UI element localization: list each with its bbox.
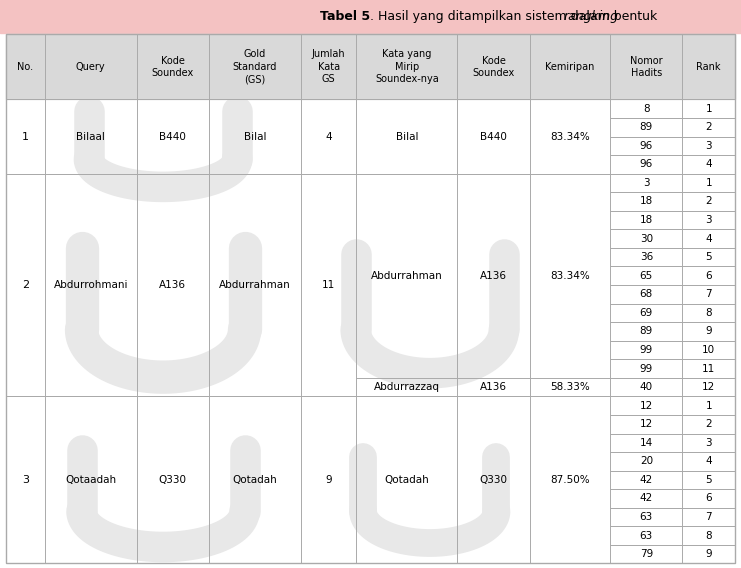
Text: 4: 4	[705, 456, 712, 466]
Text: 1: 1	[705, 400, 712, 411]
Text: B440: B440	[159, 132, 186, 141]
Text: Abdurrahman: Abdurrahman	[219, 280, 291, 290]
Text: 68: 68	[639, 289, 653, 299]
Text: 18: 18	[639, 197, 653, 207]
Text: Qotaadah: Qotaadah	[65, 475, 116, 485]
Text: Query: Query	[76, 62, 105, 72]
Text: 63: 63	[639, 531, 653, 541]
Text: . Hasil yang ditampilkan sistem dalam bentuk: . Hasil yang ditampilkan sistem dalam be…	[370, 10, 662, 23]
Text: Abdurrahman: Abdurrahman	[371, 271, 443, 281]
Text: A136: A136	[159, 280, 186, 290]
Text: 83.34%: 83.34%	[550, 271, 590, 281]
Text: 89: 89	[639, 122, 653, 132]
Text: 1: 1	[705, 178, 712, 188]
Text: 8: 8	[705, 531, 712, 541]
Text: 3: 3	[705, 141, 712, 151]
Text: 99: 99	[639, 345, 653, 355]
Text: 11: 11	[702, 364, 715, 374]
Text: B440: B440	[480, 132, 507, 141]
Text: 7: 7	[705, 512, 712, 522]
Text: Qotadah: Qotadah	[233, 475, 277, 485]
Bar	[0, 0, 741, 33]
Text: Kode
Soundex: Kode Soundex	[152, 56, 194, 78]
Text: 30: 30	[639, 233, 653, 244]
Text: Bilal: Bilal	[244, 132, 266, 141]
Text: Abdurrazzaq: Abdurrazzaq	[374, 382, 440, 392]
Text: A136: A136	[480, 382, 507, 392]
Text: 3: 3	[21, 475, 29, 485]
Text: Rank: Rank	[697, 62, 721, 72]
Text: Kata yang
Mirip
Soundex-nya: Kata yang Mirip Soundex-nya	[375, 49, 439, 84]
Text: A136: A136	[480, 271, 507, 281]
Text: 2: 2	[21, 280, 29, 290]
Text: 9: 9	[705, 549, 712, 559]
Bar	[6, 34, 735, 99]
Text: 79: 79	[639, 549, 653, 559]
Text: 9: 9	[705, 327, 712, 336]
Text: 1: 1	[21, 132, 29, 141]
Text: 65: 65	[639, 271, 653, 281]
Text: 3: 3	[705, 438, 712, 448]
Text: Qotadah: Qotadah	[385, 475, 429, 485]
Text: 2: 2	[705, 419, 712, 429]
Text: 96: 96	[639, 160, 653, 169]
Text: 7: 7	[705, 289, 712, 299]
Text: 14: 14	[639, 438, 653, 448]
Text: 6: 6	[705, 494, 712, 503]
Text: 18: 18	[639, 215, 653, 225]
Text: 42: 42	[639, 475, 653, 485]
Text: 4: 4	[705, 160, 712, 169]
Text: Abdurrohmani: Abdurrohmani	[53, 280, 128, 290]
Text: Nomor
Hadits: Nomor Hadits	[630, 56, 662, 78]
Text: Bilal: Bilal	[396, 132, 418, 141]
Text: Gold
Standard
(GS): Gold Standard (GS)	[233, 49, 277, 84]
Text: No.: No.	[17, 62, 33, 72]
Text: 36: 36	[639, 252, 653, 262]
Text: Bilaal: Bilaal	[76, 132, 105, 141]
Text: 6: 6	[705, 271, 712, 281]
Text: 10: 10	[702, 345, 715, 355]
Text: Jumlah
Kata
GS: Jumlah Kata GS	[312, 49, 345, 84]
Text: 8: 8	[705, 308, 712, 318]
Text: 96: 96	[639, 141, 653, 151]
Text: 1: 1	[705, 104, 712, 114]
Text: Kemiripan: Kemiripan	[545, 62, 594, 72]
Text: 3: 3	[643, 178, 650, 188]
Text: Kode
Soundex: Kode Soundex	[472, 56, 514, 78]
Text: 12: 12	[702, 382, 715, 392]
Text: 3: 3	[705, 215, 712, 225]
Text: 42: 42	[639, 494, 653, 503]
Text: 83.34%: 83.34%	[550, 132, 590, 141]
Text: Q330: Q330	[479, 475, 508, 485]
Text: Q330: Q330	[159, 475, 187, 485]
Text: 2: 2	[705, 197, 712, 207]
Text: 5: 5	[705, 252, 712, 262]
Text: 11: 11	[322, 280, 336, 290]
Text: 4: 4	[705, 233, 712, 244]
Text: 58.33%: 58.33%	[550, 382, 590, 392]
Text: 2: 2	[705, 122, 712, 132]
Text: 4: 4	[325, 132, 332, 141]
Text: Tabel 5: Tabel 5	[320, 10, 370, 23]
Text: 63: 63	[639, 512, 653, 522]
Text: 99: 99	[639, 364, 653, 374]
Text: 12: 12	[639, 400, 653, 411]
Text: 89: 89	[639, 327, 653, 336]
Text: 40: 40	[639, 382, 653, 392]
Text: rangking: rangking	[564, 10, 619, 23]
Text: 69: 69	[639, 308, 653, 318]
Text: 20: 20	[639, 456, 653, 466]
Text: 87.50%: 87.50%	[550, 475, 590, 485]
Text: 5: 5	[705, 475, 712, 485]
Text: 12: 12	[639, 419, 653, 429]
Text: 9: 9	[325, 475, 332, 485]
Text: 8: 8	[643, 104, 650, 114]
